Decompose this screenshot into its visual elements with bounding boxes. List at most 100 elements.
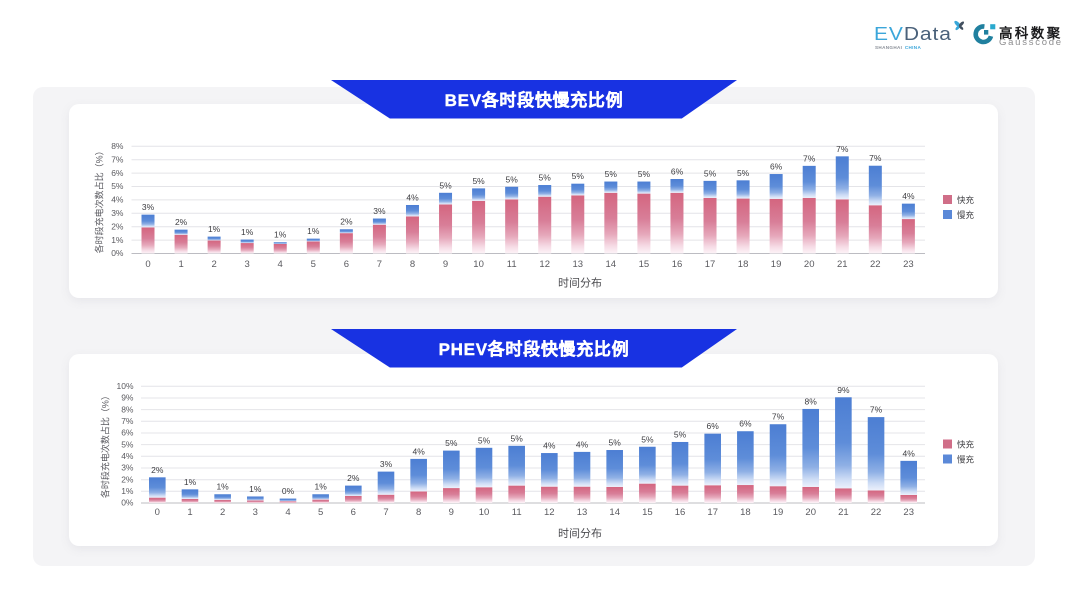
svg-text:9%: 9% xyxy=(837,385,850,395)
svg-text:8: 8 xyxy=(416,507,421,518)
svg-text:3%: 3% xyxy=(142,202,155,212)
svg-text:20: 20 xyxy=(805,507,816,518)
svg-text:5%: 5% xyxy=(737,168,750,178)
svg-text:6%: 6% xyxy=(121,428,134,438)
svg-text:3: 3 xyxy=(245,259,250,270)
svg-text:4%: 4% xyxy=(903,448,916,458)
svg-text:5%: 5% xyxy=(638,169,651,179)
svg-text:1%: 1% xyxy=(241,227,254,237)
svg-text:快充: 快充 xyxy=(957,440,975,450)
svg-text:快充: 快充 xyxy=(957,195,975,205)
svg-text:1%: 1% xyxy=(121,486,134,496)
svg-text:21: 21 xyxy=(838,507,849,518)
svg-text:5: 5 xyxy=(311,259,316,270)
svg-text:4%: 4% xyxy=(576,439,589,449)
svg-text:17: 17 xyxy=(707,507,718,518)
svg-text:6%: 6% xyxy=(111,168,124,178)
svg-text:7: 7 xyxy=(383,507,388,518)
svg-text:14: 14 xyxy=(609,507,620,518)
svg-text:6: 6 xyxy=(351,507,356,518)
svg-text:0: 0 xyxy=(155,507,160,518)
svg-text:5%: 5% xyxy=(121,439,134,449)
svg-text:1: 1 xyxy=(187,507,192,518)
svg-text:7%: 7% xyxy=(869,153,882,163)
svg-text:3%: 3% xyxy=(111,208,124,218)
svg-text:10: 10 xyxy=(473,259,484,270)
svg-text:1%: 1% xyxy=(307,226,320,236)
svg-text:20: 20 xyxy=(804,259,815,270)
svg-text:13: 13 xyxy=(577,507,588,518)
svg-text:7: 7 xyxy=(377,259,382,270)
svg-text:18: 18 xyxy=(740,507,751,518)
svg-text:2%: 2% xyxy=(151,465,164,475)
svg-text:0%: 0% xyxy=(111,248,124,258)
svg-text:15: 15 xyxy=(642,507,653,518)
svg-text:3%: 3% xyxy=(380,459,393,469)
svg-text:6%: 6% xyxy=(671,167,684,177)
svg-text:5%: 5% xyxy=(605,169,618,179)
svg-text:9: 9 xyxy=(443,259,448,270)
svg-text:慢充: 慢充 xyxy=(957,455,975,465)
svg-text:3%: 3% xyxy=(121,463,134,473)
svg-text:6: 6 xyxy=(344,259,349,270)
svg-text:1%: 1% xyxy=(111,235,124,245)
svg-text:9: 9 xyxy=(449,507,454,518)
svg-text:各时段充电次数占比（%）: 各时段充电次数占比（%） xyxy=(100,391,111,498)
svg-text:2: 2 xyxy=(220,507,225,518)
svg-text:6%: 6% xyxy=(770,162,783,172)
svg-text:1%: 1% xyxy=(184,477,197,487)
svg-text:23: 23 xyxy=(903,507,914,518)
svg-text:8%: 8% xyxy=(121,404,134,414)
svg-text:22: 22 xyxy=(871,507,882,518)
svg-text:4: 4 xyxy=(285,507,290,518)
svg-text:6%: 6% xyxy=(739,419,752,429)
svg-text:2%: 2% xyxy=(121,474,134,484)
svg-text:5%: 5% xyxy=(439,180,452,190)
svg-text:0: 0 xyxy=(145,259,150,270)
svg-text:5%: 5% xyxy=(539,173,552,183)
svg-text:15: 15 xyxy=(639,259,650,270)
svg-text:7%: 7% xyxy=(111,154,124,164)
svg-text:2%: 2% xyxy=(111,221,124,231)
svg-text:18: 18 xyxy=(738,259,749,270)
svg-text:7%: 7% xyxy=(803,153,816,163)
svg-text:13: 13 xyxy=(573,259,584,270)
svg-text:4%: 4% xyxy=(413,446,426,456)
svg-text:12: 12 xyxy=(539,259,550,270)
svg-text:5%: 5% xyxy=(478,435,491,445)
svg-text:12: 12 xyxy=(544,507,555,518)
svg-text:1%: 1% xyxy=(315,482,328,492)
svg-text:0%: 0% xyxy=(121,498,134,508)
svg-text:11: 11 xyxy=(507,259,517,270)
svg-text:5%: 5% xyxy=(511,433,524,443)
svg-text:4%: 4% xyxy=(111,195,124,205)
svg-text:7%: 7% xyxy=(870,405,883,415)
svg-text:5%: 5% xyxy=(609,438,622,448)
svg-text:慢充: 慢充 xyxy=(957,210,975,220)
svg-text:7%: 7% xyxy=(836,144,849,154)
svg-text:5%: 5% xyxy=(506,174,519,184)
svg-text:7%: 7% xyxy=(772,412,785,422)
svg-text:22: 22 xyxy=(870,259,881,270)
svg-text:4: 4 xyxy=(278,259,283,270)
svg-text:时间分布: 时间分布 xyxy=(558,277,602,290)
svg-text:16: 16 xyxy=(672,259,683,270)
svg-text:2: 2 xyxy=(211,259,216,270)
svg-text:23: 23 xyxy=(903,259,914,270)
svg-text:1%: 1% xyxy=(216,482,229,492)
svg-text:19: 19 xyxy=(773,507,784,518)
svg-text:10%: 10% xyxy=(116,381,133,391)
svg-text:1: 1 xyxy=(178,259,183,270)
svg-text:5%: 5% xyxy=(445,438,458,448)
svg-text:16: 16 xyxy=(675,507,686,518)
svg-text:2%: 2% xyxy=(175,217,188,227)
svg-text:1%: 1% xyxy=(274,230,287,240)
svg-text:9%: 9% xyxy=(121,393,134,403)
svg-text:4%: 4% xyxy=(902,191,915,201)
svg-text:5%: 5% xyxy=(674,430,687,440)
svg-text:3%: 3% xyxy=(373,206,386,216)
svg-text:3: 3 xyxy=(253,507,258,518)
svg-text:7%: 7% xyxy=(121,416,134,426)
svg-text:8%: 8% xyxy=(805,396,818,406)
svg-text:4%: 4% xyxy=(121,451,134,461)
